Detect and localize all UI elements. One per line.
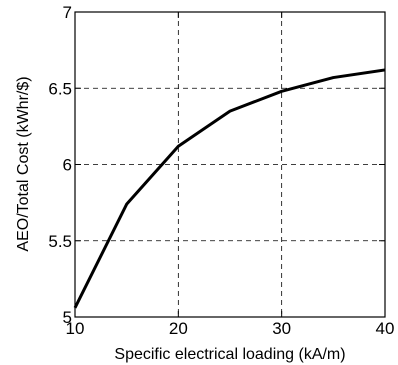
grid — [75, 12, 385, 317]
series-line — [73, 68, 386, 309]
y-tick-label: 7 — [63, 3, 72, 22]
y-axis-label: AEO/Total Cost (kWhr/$) — [15, 76, 32, 251]
x-tick-label: 10 — [66, 319, 85, 338]
ticks — [74, 11, 386, 318]
series-layer — [73, 68, 386, 309]
x-tick-label: 30 — [272, 319, 291, 338]
x-tick-label: 40 — [376, 319, 395, 338]
y-tick-label: 5 — [63, 308, 72, 327]
y-tick-label: 6 — [63, 156, 72, 175]
y-tick-label: 5.5 — [48, 232, 72, 251]
x-axis-label: Specific electrical loading (kA/m) — [114, 346, 345, 363]
tick-labels: 10 20 30 40 5 5.5 6 6.5 7 — [48, 3, 394, 338]
y-tick-label: 6.5 — [48, 79, 72, 98]
x-tick-label: 20 — [169, 319, 188, 338]
